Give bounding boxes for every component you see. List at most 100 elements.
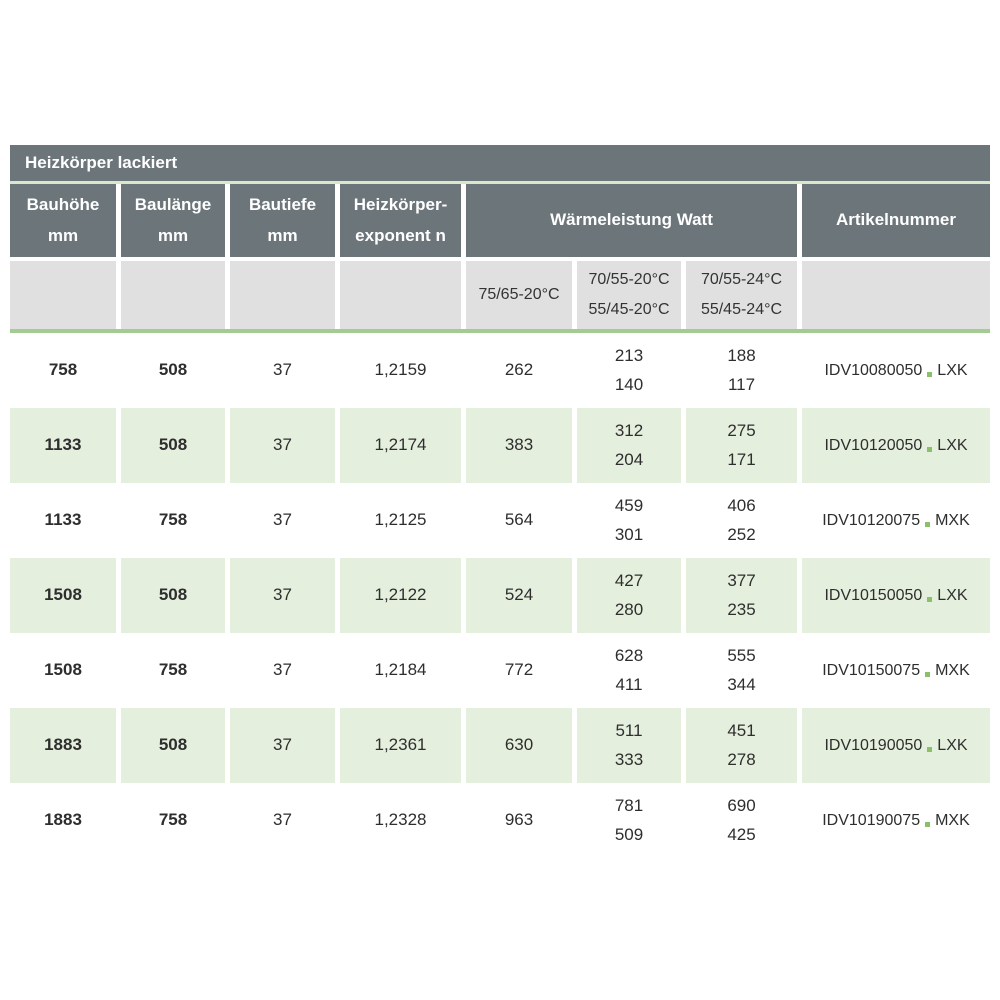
artikel-code: IDV10150075 (822, 661, 921, 679)
artikel-code: IDV10150050 (824, 586, 923, 604)
cell-watt-75-65: 524 (466, 558, 572, 633)
cell-bauhoehe: 1133 (10, 408, 116, 483)
subheader-75-65: 75/65-20°C (466, 261, 572, 329)
cell-artikelnummer: IDV10150050 LXK (802, 558, 990, 633)
cell-artikelnummer: IDV10120075 MXK (802, 483, 990, 558)
cell-bautiefe: 37 (230, 408, 335, 483)
artikel-code: IDV10080050 (824, 361, 923, 379)
cell-watt-70-55-20: 628 411 (614, 645, 644, 694)
cell-artikelnummer: IDV10190050 LXK (802, 708, 990, 783)
table-row: 1883 758 37 1,2328 963 781 509 690 425 I… (10, 783, 990, 858)
green-dot-icon (927, 596, 933, 602)
artikel-suffix: LXK (937, 361, 968, 379)
green-dot-icon (927, 446, 933, 452)
table-row: 1508 508 37 1,2122 524 427 280 377 235 I… (10, 558, 990, 633)
gap-under-header (10, 257, 990, 261)
cell-watt-70-55-24: 451 278 (686, 708, 797, 783)
cell-baulaenge: 508 (121, 408, 225, 483)
cell-artikelnummer: IDV10150075 MXK (802, 633, 990, 708)
cell-watt-75-65: 383 (466, 408, 572, 483)
cell-bautiefe: 37 (273, 360, 292, 380)
subheader-empty-5 (802, 261, 990, 329)
table-title: Heizkörper lackiert (25, 153, 178, 172)
cell-artikelnummer: IDV10080050 LXK (802, 333, 990, 408)
cell-watt-70-55-20: 459 301 (614, 495, 644, 544)
cell-baulaenge: 758 (158, 810, 188, 830)
divider-under-title (10, 181, 990, 184)
artikel-suffix: LXK (937, 586, 968, 604)
table-row: 1133 758 37 1,2125 564 459 301 406 252 I… (10, 483, 990, 558)
cell-bautiefe: 37 (230, 558, 335, 633)
cell-bauhoehe: 1883 (10, 708, 116, 783)
cell-baulaenge: 508 (121, 558, 225, 633)
cell-watt-75-65: 262 (504, 360, 534, 380)
artikel-suffix: MXK (935, 661, 970, 679)
divider-under-subheader (10, 329, 990, 333)
cell-watt-75-65: 963 (504, 810, 534, 830)
green-dot-icon (925, 521, 931, 527)
cell-bauhoehe: 1508 (10, 558, 116, 633)
table-row: 758 508 37 1,2159 262 213 140 188 117 ID… (10, 333, 990, 408)
cell-exponent: 1,2361 (340, 708, 461, 783)
table-row: 1883 508 37 1,2361 630 511 333 451 278 I… (10, 708, 990, 783)
cell-bautiefe: 37 (230, 708, 335, 783)
cell-exponent: 1,2174 (340, 408, 461, 483)
cell-watt-70-55-24: 406 252 (727, 495, 756, 544)
artikel-suffix: LXK (937, 736, 968, 754)
artikel-suffix: MXK (935, 511, 970, 529)
header-artikelnummer: Artikelnummer (802, 184, 990, 257)
cell-bautiefe: 37 (273, 810, 292, 830)
cell-bauhoehe: 1133 (44, 510, 82, 530)
green-dot-icon (927, 371, 933, 377)
cell-bauhoehe: 758 (48, 360, 78, 380)
cell-watt-70-55-20: 213 140 (614, 345, 644, 394)
subheader-empty-3 (230, 261, 335, 329)
table-row: 1508 758 37 1,2184 772 628 411 555 344 I… (10, 633, 990, 708)
cell-bauhoehe: 1508 (44, 660, 82, 680)
cell-artikelnummer: IDV10120050 LXK (802, 408, 990, 483)
cell-exponent: 1,2184 (374, 660, 427, 680)
cell-baulaenge: 508 (158, 360, 188, 380)
subheader-row: 75/65-20°C 70/55-20°C 55/45-20°C 70/55-2… (10, 261, 990, 329)
cell-bautiefe: 37 (273, 510, 292, 530)
column-header-row: Bauhöhe mm Baulänge mm Bautiefe mm Heizk… (10, 184, 990, 257)
cell-baulaenge: 758 (158, 510, 188, 530)
cell-watt-70-55-24: 188 117 (727, 345, 756, 394)
header-exponent: Heizkörper- exponent n (340, 184, 461, 257)
cell-bautiefe: 37 (273, 660, 292, 680)
artikel-code: IDV10190050 (824, 736, 923, 754)
cell-watt-70-55-20: 781 509 (614, 795, 644, 844)
artikel-code: IDV10120050 (824, 436, 923, 454)
header-baulaenge: Baulänge mm (121, 184, 225, 257)
heizkoerper-spec-table: Heizkörper lackiert Bauhöhe mm Baulänge … (10, 145, 990, 858)
cell-watt-70-55-20: 427 280 (577, 558, 681, 633)
cell-exponent: 1,2125 (374, 510, 427, 530)
cell-watt-70-55-24: 690 425 (727, 795, 756, 844)
green-dot-icon (927, 746, 933, 752)
table-title-bar: Heizkörper lackiert (10, 145, 990, 181)
table-row: 1133 508 37 1,2174 383 312 204 275 171 I… (10, 408, 990, 483)
cell-watt-70-55-24: 377 235 (686, 558, 797, 633)
subheader-70-55-24: 70/55-24°C 55/45-24°C (686, 261, 797, 329)
cell-baulaenge: 758 (158, 660, 188, 680)
cell-artikelnummer: IDV10190075 MXK (802, 783, 990, 858)
cell-exponent: 1,2159 (374, 360, 427, 380)
header-bauhoehe: Bauhöhe mm (10, 184, 116, 257)
cell-exponent: 1,2328 (374, 810, 427, 830)
green-dot-icon (925, 671, 931, 677)
cell-bauhoehe: 1883 (44, 810, 82, 830)
cell-exponent: 1,2122 (340, 558, 461, 633)
cell-watt-70-55-20: 511 333 (577, 708, 681, 783)
artikel-code: IDV10120075 (822, 511, 921, 529)
green-dot-icon (925, 821, 931, 827)
artikel-suffix: LXK (937, 436, 968, 454)
header-waermeleistung: Wärmeleistung Watt (466, 184, 797, 257)
cell-watt-70-55-24: 275 171 (686, 408, 797, 483)
subheader-empty-2 (121, 261, 225, 329)
cell-watt-75-65: 630 (466, 708, 572, 783)
cell-watt-75-65: 564 (504, 510, 534, 530)
cell-watt-70-55-20: 312 204 (577, 408, 681, 483)
subheader-70-55-20: 70/55-20°C 55/45-20°C (577, 261, 681, 329)
artikel-suffix: MXK (935, 811, 970, 829)
